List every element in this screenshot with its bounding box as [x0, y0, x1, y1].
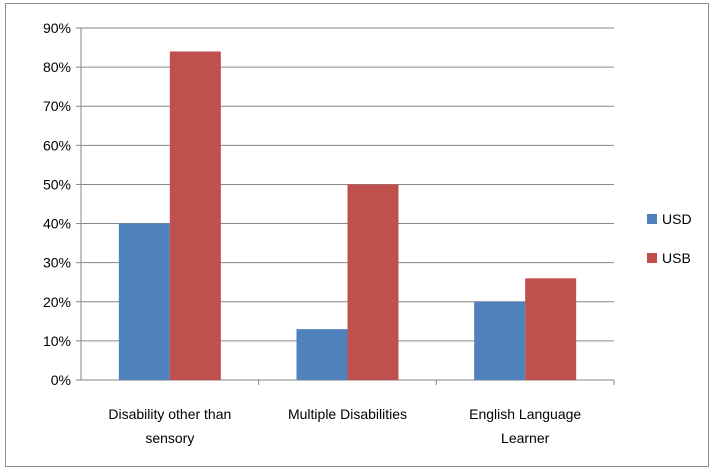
legend-swatch-usd: [647, 214, 657, 224]
y-tick-label: 0%: [51, 372, 71, 388]
bar-usd-0: [118, 223, 170, 380]
category-label: Disability other than: [108, 406, 231, 422]
bar-usb-0: [169, 51, 221, 380]
y-tick-label: 90%: [43, 20, 71, 36]
category-label: English Language: [469, 406, 581, 422]
y-tick-label: 50%: [43, 176, 71, 192]
y-tick-label: 10%: [43, 333, 71, 349]
y-tick-label: 70%: [43, 98, 71, 114]
legend-swatch-usb: [647, 253, 657, 263]
y-tick-label: 30%: [43, 255, 71, 271]
y-tick-label: 80%: [43, 59, 71, 75]
y-tick-label: 20%: [43, 294, 71, 310]
category-label: sensory: [145, 430, 194, 446]
y-tick-label: 60%: [43, 137, 71, 153]
legend-label-usd: USD: [662, 211, 692, 227]
bar-usd-2: [474, 301, 526, 380]
legend-label-usb: USB: [662, 250, 691, 266]
bar-usb-2: [525, 278, 577, 380]
category-label: Multiple Disabilities: [288, 406, 407, 422]
bar-usb-1: [347, 184, 399, 380]
category-label: Learner: [501, 430, 550, 446]
y-tick-label: 40%: [43, 216, 71, 232]
bar-usd-1: [296, 329, 348, 380]
